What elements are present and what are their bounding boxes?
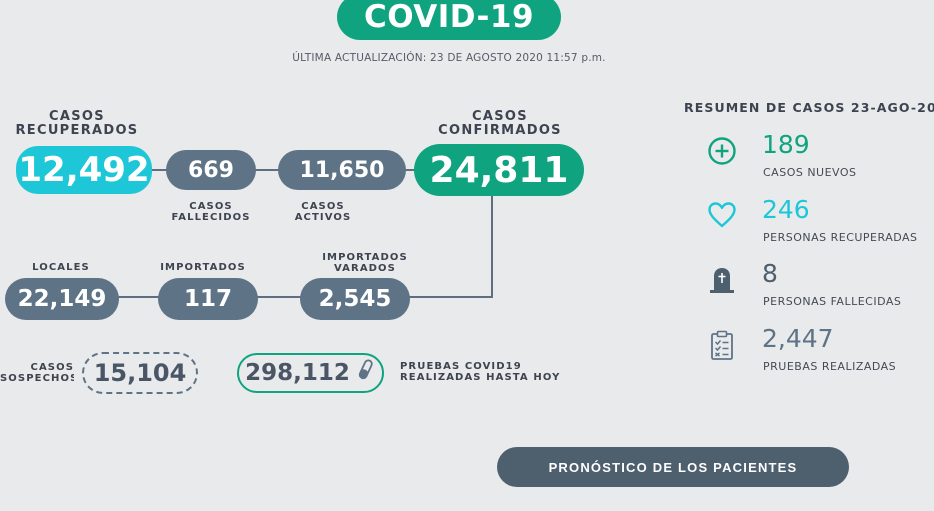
- pronostico-button[interactable]: PRONÓSTICO DE LOS PACIENTES: [497, 447, 849, 487]
- importados-varados-value[interactable]: 2,545: [300, 278, 410, 320]
- activos-value[interactable]: 11,650: [278, 150, 406, 190]
- personas-recuperadas-value: 246: [762, 195, 810, 224]
- pruebas-value: 298,112: [245, 360, 350, 386]
- page-title: COVID-19: [337, 0, 561, 40]
- locales-value[interactable]: 22,149: [5, 278, 119, 320]
- plus-circle-icon: [705, 134, 739, 168]
- sospechosos-label: CASOS SOSPECHOSOS: [0, 362, 74, 384]
- pruebas-label: PRUEBAS COVID19 REALIZADAS HASTA HOY: [400, 361, 561, 383]
- pruebas-total[interactable]: 298,112: [237, 353, 384, 393]
- personas-recuperadas-label: PERSONAS RECUPERADAS: [763, 231, 918, 244]
- fallecidos-label: CASOS FALLECIDOS: [171, 201, 251, 223]
- activos-label: CASOS ACTIVOS: [294, 201, 352, 223]
- personas-fallecidas-label: PERSONAS FALLECIDAS: [763, 295, 902, 308]
- pruebas-realizadas-value: 2,447: [762, 324, 834, 353]
- recuperados-value[interactable]: 12,492: [16, 146, 152, 194]
- heart-icon: [705, 198, 739, 232]
- fallecidos-value[interactable]: 669: [166, 150, 256, 190]
- confirmados-value[interactable]: 24,811: [414, 144, 584, 196]
- personas-fallecidas-value: 8: [762, 259, 778, 288]
- importados-value[interactable]: 117: [158, 278, 258, 320]
- recuperados-label: CASOS RECUPERADOS: [15, 109, 139, 138]
- casos-nuevos-value: 189: [762, 130, 810, 159]
- clipboard-icon: [705, 328, 739, 362]
- connector-line: [491, 195, 493, 297]
- casos-nuevos-label: CASOS NUEVOS: [763, 166, 857, 179]
- tombstone-icon: [705, 263, 739, 297]
- importados-label: IMPORTADOS: [160, 262, 246, 273]
- confirmados-label: CASOS CONFIRMADOS: [438, 109, 562, 138]
- locales-label: LOCALES: [32, 262, 90, 273]
- test-tube-icon: [356, 357, 376, 389]
- last-updated-text: ÚLTIMA ACTUALIZACIÓN: 23 DE AGOSTO 2020 …: [292, 52, 606, 64]
- sospechosos-value[interactable]: 15,104: [82, 352, 198, 394]
- resumen-title: RESUMEN DE CASOS 23-AGO-20: [684, 100, 934, 115]
- importados-varados-label: IMPORTADOS VARADOS: [322, 252, 408, 274]
- pruebas-realizadas-label: PRUEBAS REALIZADAS: [763, 360, 897, 373]
